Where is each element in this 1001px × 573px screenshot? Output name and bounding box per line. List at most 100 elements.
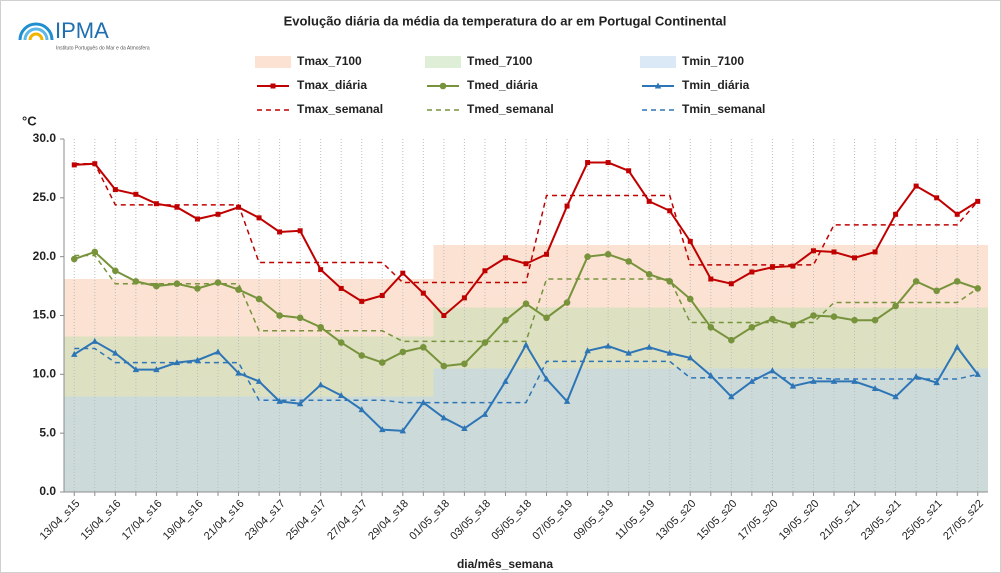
marker [173,359,181,366]
legend-item: Tmin_7100 [640,54,744,68]
normal-band [351,396,372,492]
marker [92,161,98,167]
y-tick-label: 10.0 [33,367,57,381]
marker [604,251,612,258]
legend-label: Tmax_7100 [297,54,362,68]
weekly-line [74,254,979,343]
y-tick-label: 25.0 [33,190,57,204]
y-tick-label: 15.0 [33,308,57,322]
marker [379,292,385,298]
normal-band [269,396,290,492]
weekly-line [74,162,979,284]
marker [749,269,755,275]
marker [708,276,714,282]
marker [214,348,222,355]
marker [296,314,304,322]
marker [789,321,797,329]
normal-band [228,396,249,492]
marker [912,373,920,380]
marker [871,316,879,324]
marker [564,203,570,209]
marker [132,366,140,373]
marker [871,384,879,391]
marker [71,162,77,168]
normal-band [372,396,393,492]
marker [338,392,345,399]
marker [481,410,489,417]
marker [255,377,263,384]
marker [625,349,632,356]
marker [933,287,940,295]
normal-band [125,396,147,492]
marker [748,323,756,331]
normal-band [392,396,414,492]
marker [317,381,324,388]
marker [585,160,591,166]
marker [686,295,694,303]
marker [893,211,899,217]
y-tick-label: 5.0 [39,425,56,439]
marker [214,279,222,286]
marker [112,349,119,356]
marker [112,267,119,275]
marker [584,253,591,260]
marker [810,377,817,384]
marker [173,280,181,288]
marker [235,286,242,293]
legend-label: Tmed_diária [467,78,538,92]
marker [831,249,837,255]
normal-band [166,396,188,492]
weekly-line [74,347,978,404]
marker [71,350,78,357]
marker [912,278,920,285]
logo: IPMA Instituto Português do Mar e da Atm… [18,18,150,51]
marker [194,285,201,292]
marker [544,251,550,257]
normal-band [84,396,106,492]
marker [461,360,468,368]
marker [256,215,262,221]
legend-item: Tmed_7100 [425,54,533,68]
legend-item: Tmax_semanal [257,102,383,116]
marker [297,228,303,234]
logo-arc [23,27,49,41]
marker [441,313,447,318]
marker [461,295,467,301]
marker [194,356,201,363]
marker [954,343,961,350]
marker [296,400,304,407]
marker [399,427,406,434]
legend-label: Tmin_semanal [682,102,765,116]
y-axis-label: °C [22,113,37,128]
normal-band [64,396,85,492]
marker [440,414,448,421]
logo-arc [18,22,54,41]
marker [337,339,345,346]
marker [646,198,652,204]
marker [667,208,673,214]
marker [153,366,160,373]
marker [830,377,838,384]
marker [133,191,139,197]
marker [194,216,200,222]
marker [358,352,366,359]
legend-swatch [425,56,461,68]
marker [235,369,242,376]
marker [91,248,99,256]
y-tick-label: 20.0 [33,249,57,263]
marker [112,187,118,193]
marker [645,271,653,278]
marker [440,362,448,370]
normal-band [413,396,434,492]
legend-item: Tmin_diária [642,78,750,92]
marker [933,379,940,386]
chart-title: Evolução diária da média da temperatura … [284,13,727,28]
marker [934,195,940,201]
marker [153,282,160,290]
marker [523,261,529,267]
marker [400,270,406,276]
marker [625,258,632,265]
marker [277,229,283,235]
legend-swatch [255,56,291,68]
marker [851,316,858,324]
